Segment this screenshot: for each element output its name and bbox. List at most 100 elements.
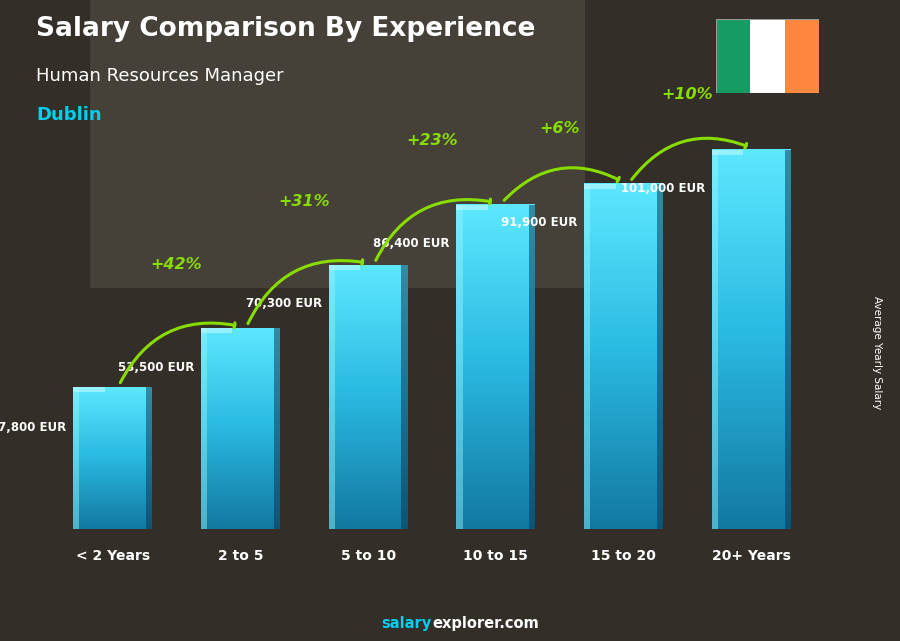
Bar [73, 519, 152, 521]
Bar [328, 429, 408, 431]
Bar [73, 440, 152, 441]
Bar [328, 476, 408, 479]
Bar [73, 412, 152, 414]
Bar [584, 426, 663, 429]
Bar [584, 290, 663, 294]
Bar [456, 467, 536, 471]
Bar [328, 349, 408, 353]
Bar [584, 412, 663, 415]
Bar [73, 418, 152, 420]
Bar [712, 191, 791, 195]
Bar [456, 321, 536, 325]
Bar [73, 467, 152, 469]
Bar [456, 351, 536, 354]
Bar [712, 358, 791, 362]
Bar [328, 444, 408, 447]
Bar [328, 281, 408, 283]
Bar [584, 315, 663, 319]
Bar [201, 437, 280, 439]
Bar [712, 164, 791, 169]
Bar [456, 357, 536, 360]
Bar [456, 249, 536, 253]
Bar [73, 404, 152, 406]
Bar [328, 317, 408, 320]
Bar [712, 442, 791, 446]
Bar [456, 279, 536, 283]
Bar [328, 410, 408, 413]
Bar [73, 479, 152, 481]
Bar [73, 387, 152, 388]
Bar [456, 207, 536, 211]
Bar [584, 515, 663, 519]
Bar [712, 313, 791, 317]
Bar [456, 328, 536, 331]
Bar [456, 441, 536, 445]
Bar [712, 278, 791, 283]
Bar [584, 419, 663, 422]
Bar [201, 456, 280, 459]
Bar [712, 244, 791, 248]
Bar [712, 343, 791, 347]
Bar [456, 305, 536, 308]
Bar [456, 373, 536, 377]
Bar [201, 525, 280, 528]
Bar [73, 458, 152, 460]
Bar [584, 353, 663, 356]
Bar [584, 508, 663, 512]
Bar [73, 522, 152, 524]
Bar [456, 354, 536, 357]
Bar [201, 440, 280, 443]
Bar [456, 395, 536, 399]
Bar [73, 434, 152, 436]
Bar [73, 441, 152, 443]
Bar [584, 277, 663, 281]
Bar [73, 468, 152, 470]
Bar [73, 465, 152, 467]
Bar [456, 331, 536, 335]
Bar [201, 485, 280, 487]
Bar [146, 387, 152, 529]
Bar [201, 463, 280, 465]
Bar [712, 324, 791, 328]
Bar [584, 463, 663, 467]
Bar [201, 354, 280, 356]
Bar [584, 446, 663, 450]
Bar [712, 195, 791, 199]
Bar [201, 501, 280, 503]
Bar [456, 412, 536, 416]
Bar [328, 389, 408, 392]
Bar [73, 461, 152, 463]
Bar [73, 501, 152, 503]
Bar [328, 484, 408, 487]
Bar [712, 233, 791, 237]
Bar [456, 431, 536, 435]
Bar [328, 294, 408, 297]
Text: Human Resources Manager: Human Resources Manager [36, 67, 284, 85]
Bar [328, 267, 408, 271]
Bar [584, 280, 663, 284]
Bar [201, 350, 280, 353]
Bar [201, 390, 280, 393]
Bar [584, 253, 663, 256]
Bar [584, 283, 663, 288]
Bar [73, 449, 152, 451]
Bar [712, 335, 791, 340]
Bar [584, 415, 663, 419]
Bar [584, 260, 663, 263]
Bar [201, 382, 280, 385]
Bar [201, 340, 280, 342]
Bar [584, 325, 663, 329]
Text: 15 to 20: 15 to 20 [591, 549, 656, 563]
Bar [584, 488, 663, 492]
Bar [712, 445, 791, 450]
Bar [73, 474, 152, 476]
Bar [73, 410, 152, 412]
Bar [201, 412, 280, 415]
Bar [328, 439, 408, 442]
Bar [328, 370, 408, 374]
Bar [584, 443, 663, 447]
Bar [584, 232, 663, 236]
Bar [584, 449, 663, 453]
Bar [328, 341, 408, 344]
Bar [73, 508, 152, 510]
